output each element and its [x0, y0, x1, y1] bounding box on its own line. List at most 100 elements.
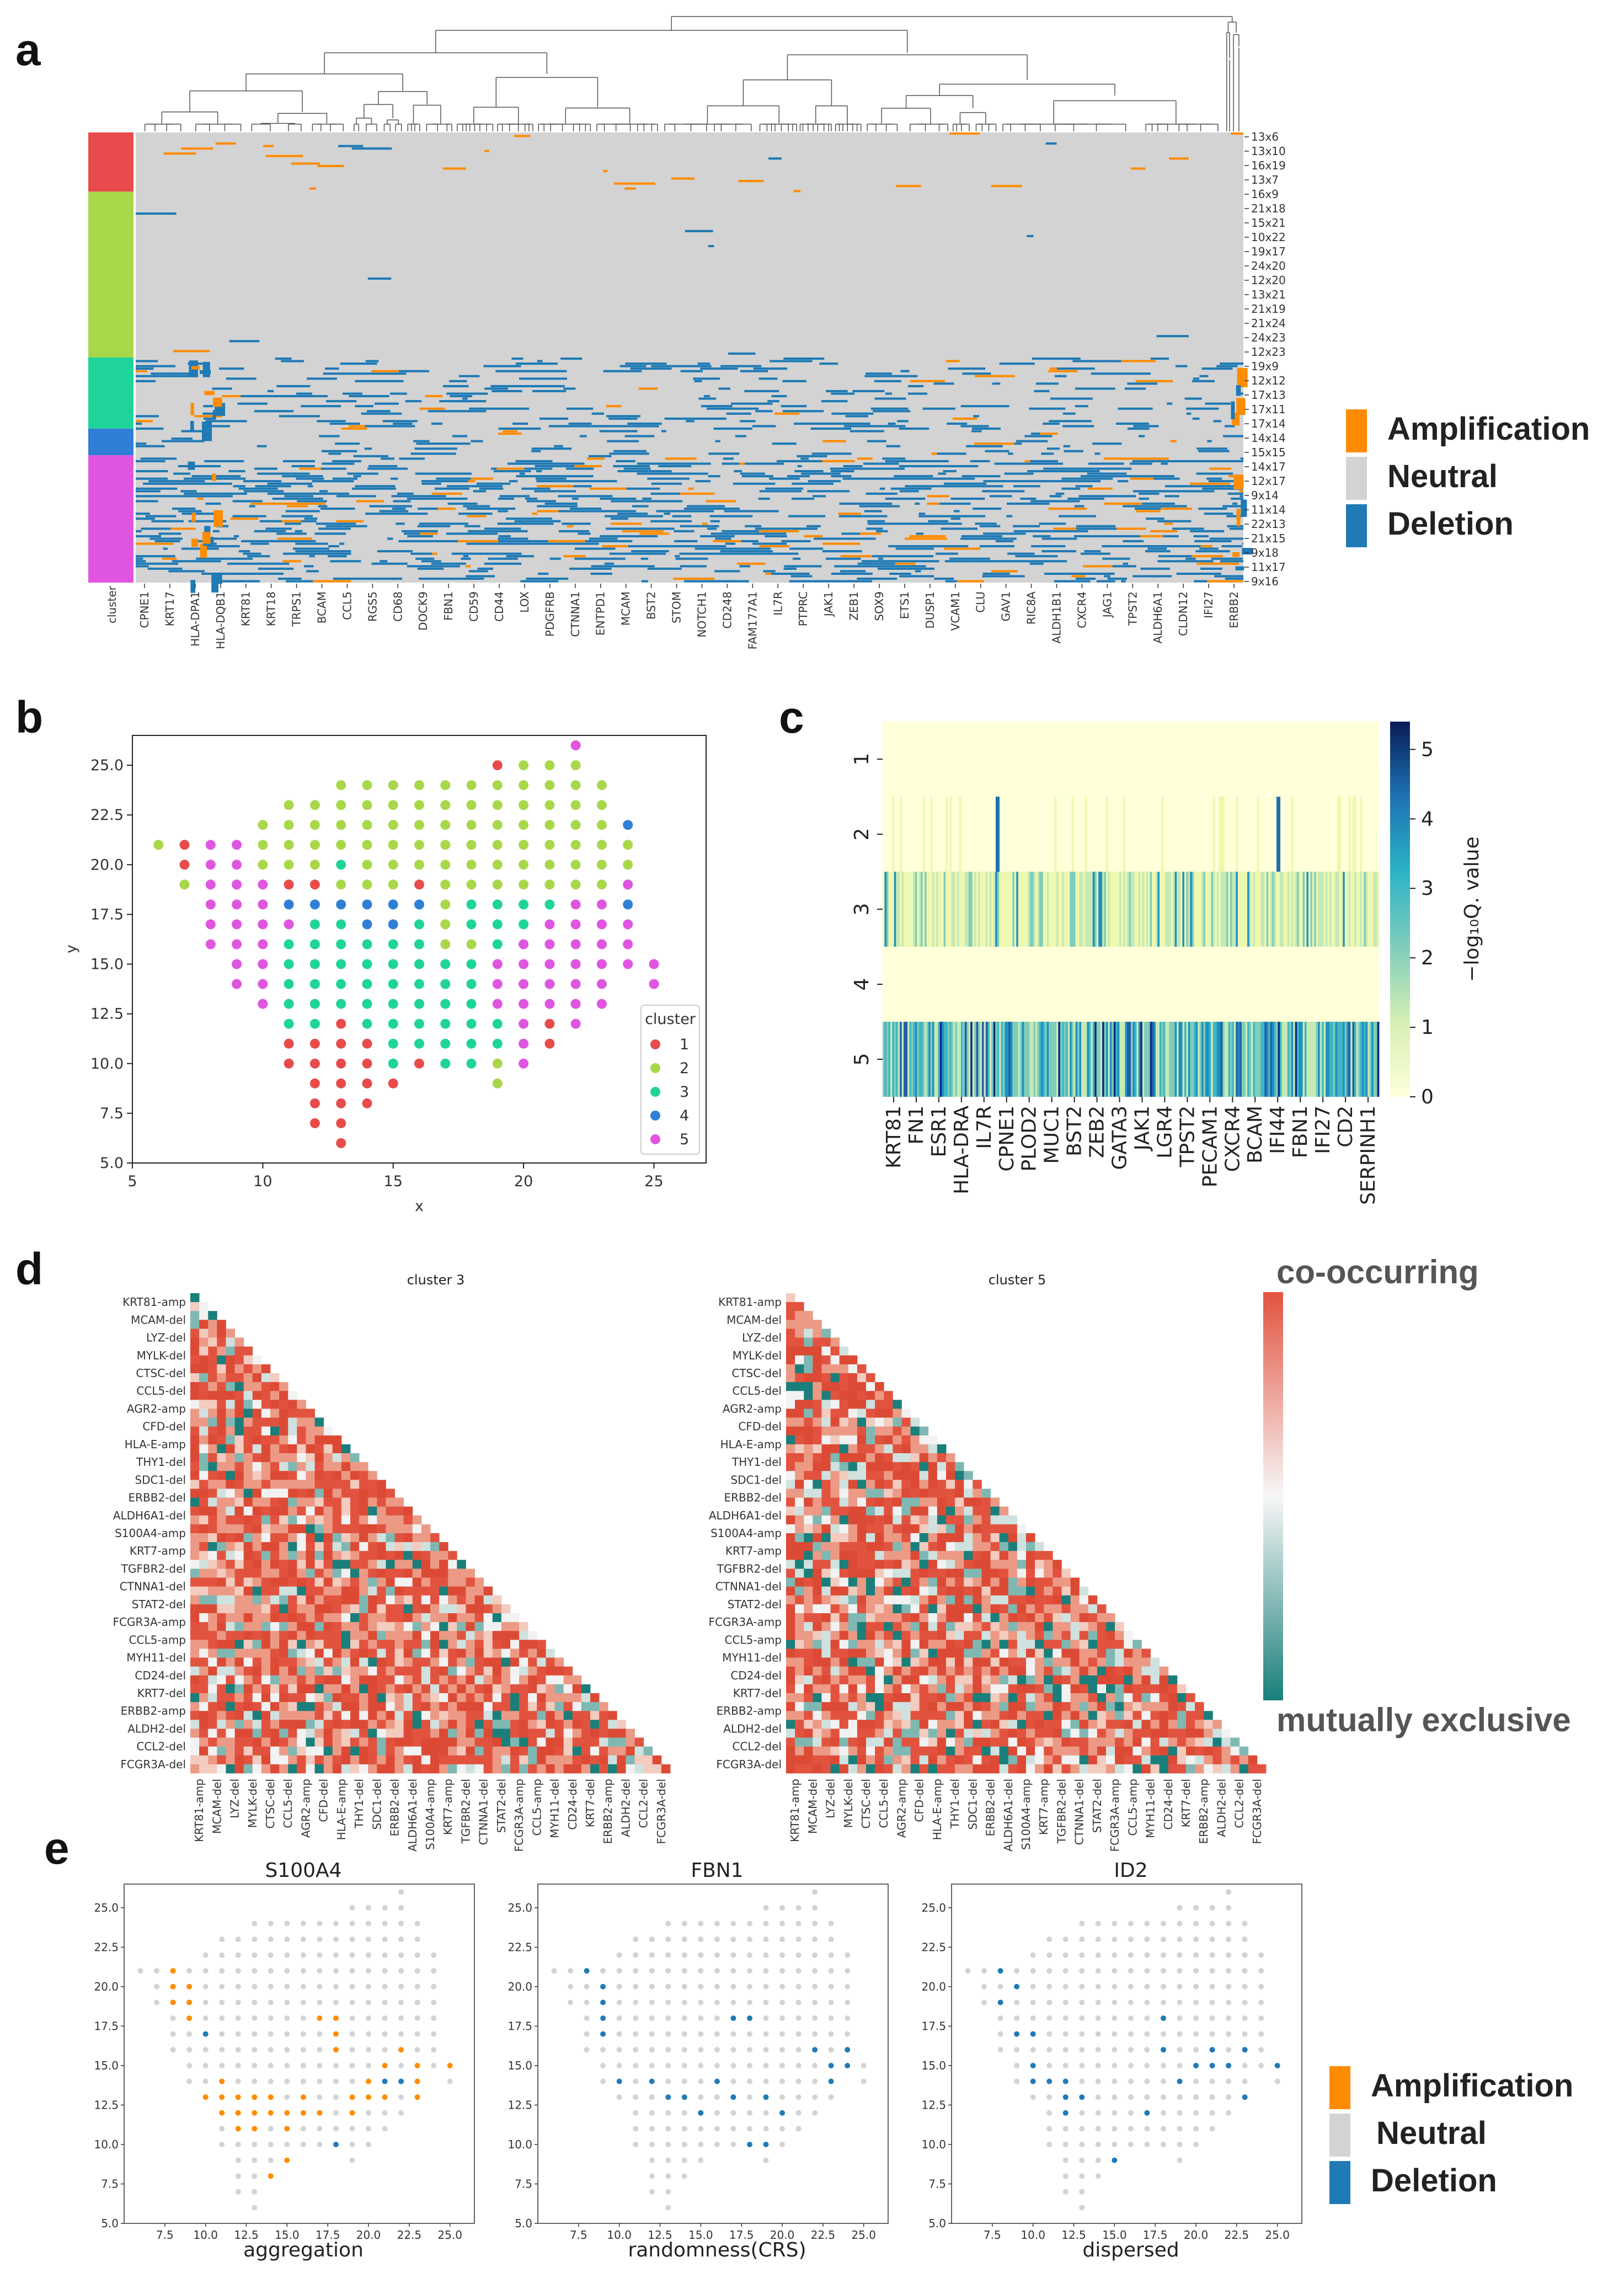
- cooccurrence-cell: [999, 1551, 1009, 1560]
- qvalue-cell: [1316, 1022, 1318, 1097]
- cnv-segment: [1061, 487, 1081, 490]
- cnv-segment: [1192, 380, 1215, 382]
- cnv-segment: [980, 557, 990, 560]
- cooccurrence-cell: [323, 1622, 333, 1631]
- qvalue-cell: [1083, 872, 1086, 947]
- cnv-segment: [673, 577, 715, 580]
- cnv-segment: [1170, 440, 1177, 442]
- cooccurrence-cell: [208, 1737, 217, 1747]
- cooccurrence-cell: [332, 1693, 342, 1703]
- spot-point: [570, 760, 581, 771]
- cooccurrence-cell: [439, 1622, 448, 1631]
- cnv-segment: [279, 415, 320, 418]
- cnv-segment: [419, 407, 445, 410]
- cooccurrence-cell: [457, 1755, 466, 1765]
- cnv-segment: [173, 350, 210, 353]
- spot-point: [519, 959, 529, 969]
- cooccurrence-cell: [243, 1720, 253, 1729]
- cooccurrence-cell: [430, 1622, 440, 1631]
- cnv-segment: [609, 452, 649, 455]
- cnv-segment: [136, 427, 164, 430]
- cooccurrence-cell: [243, 1755, 253, 1765]
- qvalue-cell: [1064, 1022, 1066, 1097]
- cnv-segment: [511, 358, 523, 360]
- cooccurrence-cell: [270, 1506, 280, 1516]
- cooccurrence-cell: [599, 1746, 608, 1756]
- cooccurrence-cell: [839, 1373, 849, 1383]
- cooccurrence-cell: [359, 1595, 368, 1605]
- cooccurrence-cell: [377, 1551, 386, 1560]
- cooccurrence-cell: [359, 1586, 368, 1596]
- cooccurrence-cell: [893, 1604, 902, 1614]
- cnv-segment: [1164, 495, 1179, 498]
- cooccurrence-cell: [901, 1480, 911, 1489]
- cooccurrence-cell: [786, 1471, 795, 1480]
- spot-point: [440, 939, 451, 949]
- cnv-segment: [708, 475, 720, 478]
- cooccurrence-cell: [243, 1640, 253, 1649]
- cnv-segment: [238, 487, 278, 490]
- cooccurrence-cell: [261, 1391, 271, 1400]
- cooccurrence-cell: [243, 1604, 253, 1614]
- cnv-segment: [1034, 480, 1070, 483]
- cooccurrence-cell: [190, 1613, 200, 1623]
- cooccurrence-cell: [297, 1693, 306, 1703]
- cooccurrence-cell: [1070, 1577, 1080, 1587]
- cnv-segment: [536, 480, 557, 483]
- cnv-segment: [168, 570, 205, 573]
- spot-point: [623, 959, 633, 969]
- cooccurrence-cell: [190, 1560, 200, 1569]
- qvalue-cell: [1293, 1022, 1296, 1097]
- cooccurrence-cell: [332, 1720, 342, 1729]
- cooccurrence-cell: [786, 1480, 795, 1489]
- cnv-segment: [790, 575, 813, 578]
- cnv-segment: [616, 557, 626, 560]
- cnv-segment: [783, 410, 824, 413]
- cooccurrence-cell: [448, 1649, 457, 1658]
- cooccurrence-cell: [350, 1506, 360, 1516]
- cnv-segment: [1025, 560, 1067, 563]
- cooccurrence-cell: [813, 1391, 822, 1400]
- qvalue-cell: [1035, 1022, 1038, 1097]
- cooccurrence-cell: [314, 1489, 324, 1498]
- cnv-segment: [858, 502, 893, 505]
- cooccurrence-cell: [866, 1462, 875, 1471]
- cooccurrence-cell: [466, 1604, 475, 1614]
- cnv-segment: [197, 497, 204, 500]
- cooccurrence-cell: [830, 1604, 840, 1614]
- cooccurrence-cell: [350, 1720, 360, 1729]
- cooccurrence-cell: [386, 1533, 395, 1543]
- cooccurrence-cell: [474, 1586, 484, 1596]
- cnv-segment: [905, 537, 947, 540]
- cnv-segment: [741, 540, 758, 542]
- cooccurrence-cell: [910, 1586, 920, 1596]
- cnv-segment: [295, 530, 303, 532]
- cooccurrence-cell: [848, 1400, 858, 1409]
- cnv-segment: [143, 482, 167, 485]
- cooccurrence-cell: [199, 1497, 209, 1507]
- cooccurrence-cell: [412, 1675, 422, 1685]
- qvalue-cell: [1117, 872, 1120, 947]
- cnv-segment: [616, 460, 635, 462]
- colorbar-c: [1390, 722, 1410, 1097]
- gene-label: FAM177A1: [746, 591, 759, 649]
- qvalue-cell: [1314, 872, 1317, 947]
- y-tick-label: 25.0: [90, 757, 124, 774]
- qvalue-cell: [1075, 872, 1078, 947]
- cooccurrence-cell: [306, 1542, 315, 1551]
- cooccurrence-cell: [964, 1515, 973, 1525]
- cnv-segment: [1198, 508, 1227, 510]
- cnv-segment: [570, 508, 596, 510]
- feature-row-label: FCGR3A-del: [120, 1758, 186, 1771]
- cooccurrence-cell: [1053, 1569, 1062, 1578]
- cnv-segment: [309, 187, 316, 190]
- cnv-segment: [1131, 167, 1146, 170]
- spot-label: 10x22: [1251, 231, 1286, 244]
- cnv-segment: [443, 385, 469, 387]
- cnv-segment: [1110, 372, 1151, 375]
- gene-label: CD2: [1334, 1106, 1357, 1148]
- qvalue-cell: [1092, 872, 1095, 947]
- cooccurrence-cell: [270, 1666, 280, 1676]
- cnv-segment: [850, 430, 884, 433]
- cooccurrence-cell: [884, 1391, 893, 1400]
